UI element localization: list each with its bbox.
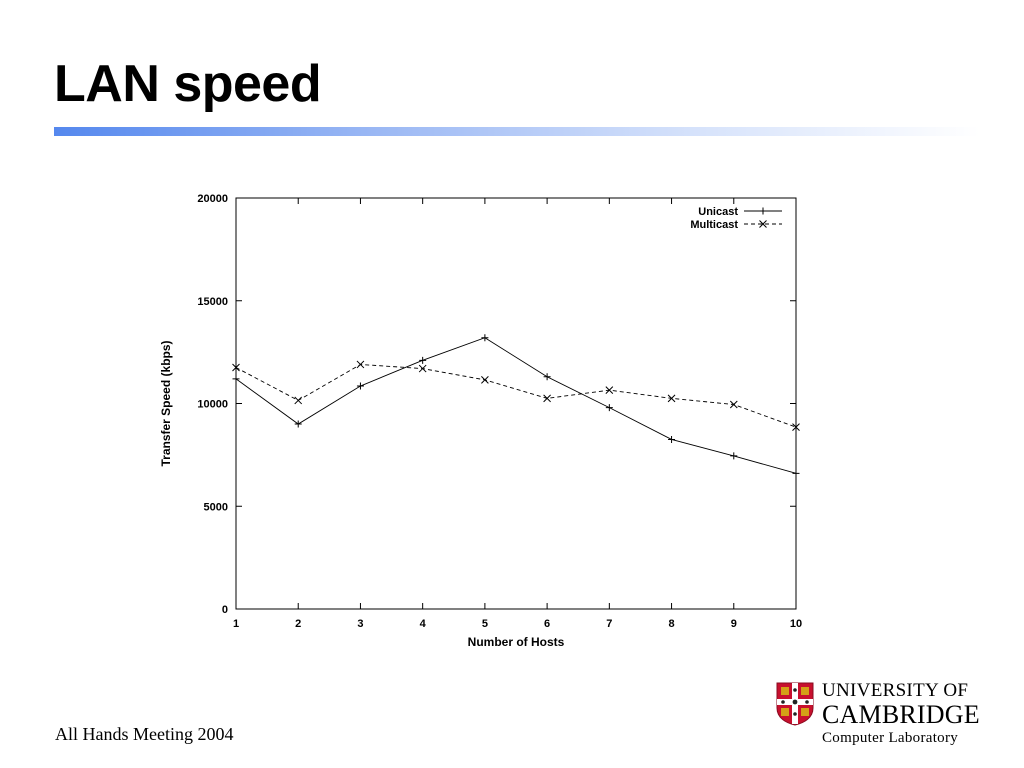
y-tick-label: 15000 xyxy=(197,296,228,308)
x-tick-label: 1 xyxy=(233,618,239,630)
x-tick-label: 7 xyxy=(606,618,612,630)
x-tick-label: 4 xyxy=(420,618,427,630)
data-point-unicast xyxy=(605,404,613,412)
data-point-unicast xyxy=(481,334,489,342)
y-tick-label: 5000 xyxy=(204,501,228,513)
data-point-multicast xyxy=(232,363,240,372)
x-tick-label: 6 xyxy=(544,618,550,630)
legend-label-multicast: Multicast xyxy=(690,219,738,231)
data-point-multicast xyxy=(481,376,489,384)
x-tick-label: 5 xyxy=(482,618,488,630)
data-point-unicast xyxy=(543,373,551,381)
legend-label-unicast: Unicast xyxy=(698,206,738,218)
series-line-multicast xyxy=(235,363,797,428)
logo-line-cambridge: CAMBRIDGE xyxy=(822,700,980,729)
data-point-multicast xyxy=(294,396,303,405)
data-point-unicast xyxy=(730,452,738,460)
legend-marker-unicast xyxy=(759,207,767,215)
data-point-multicast xyxy=(356,360,365,369)
slide-title: LAN speed xyxy=(54,55,322,113)
data-point-unicast xyxy=(294,420,302,428)
data-point-unicast xyxy=(792,469,800,477)
x-tick-label: 2 xyxy=(295,618,301,630)
x-tick-label: 8 xyxy=(668,618,674,630)
data-point-multicast xyxy=(729,400,738,409)
x-tick-label: 3 xyxy=(357,618,363,630)
y-tick-label: 10000 xyxy=(197,399,228,411)
series-line-unicast xyxy=(235,337,797,474)
line-chart: 1 2 3 4 5 6 7 8 9 10 0 5000 10000 15000 20000 Number of… xyxy=(159,193,802,649)
x-tick-label: 9 xyxy=(731,618,737,630)
y-axis-label: Transfer Speed (kbps) xyxy=(159,340,173,466)
legend-marker-multicast xyxy=(759,220,767,228)
footer-text: All Hands Meeting 2004 xyxy=(55,724,234,744)
data-point-multicast xyxy=(792,423,800,431)
data-point-unicast xyxy=(356,382,364,390)
x-tick-label: 10 xyxy=(790,618,802,630)
data-point-unicast xyxy=(419,356,427,364)
title-rule xyxy=(54,127,980,136)
y-tick-label: 20000 xyxy=(197,193,228,205)
data-point-unicast xyxy=(232,375,240,383)
data-point-unicast xyxy=(668,435,676,443)
data-point-multicast xyxy=(605,386,614,394)
data-point-multicast xyxy=(418,364,427,373)
logo-line-computer-laboratory: Computer Laboratory xyxy=(822,730,959,746)
data-point-multicast xyxy=(667,394,676,403)
logo-line-university-of: UNIVERSITY OF xyxy=(822,680,969,701)
plot-frame xyxy=(235,197,797,610)
cambridge-crest-icon xyxy=(776,682,814,726)
data-point-multicast xyxy=(543,394,551,403)
y-tick-label: 0 xyxy=(222,604,228,616)
university-logo: UNIVERSITY OF CAMBRIDGE Computer Laborat… xyxy=(776,680,986,752)
x-axis-label: Number of Hosts xyxy=(468,635,565,649)
